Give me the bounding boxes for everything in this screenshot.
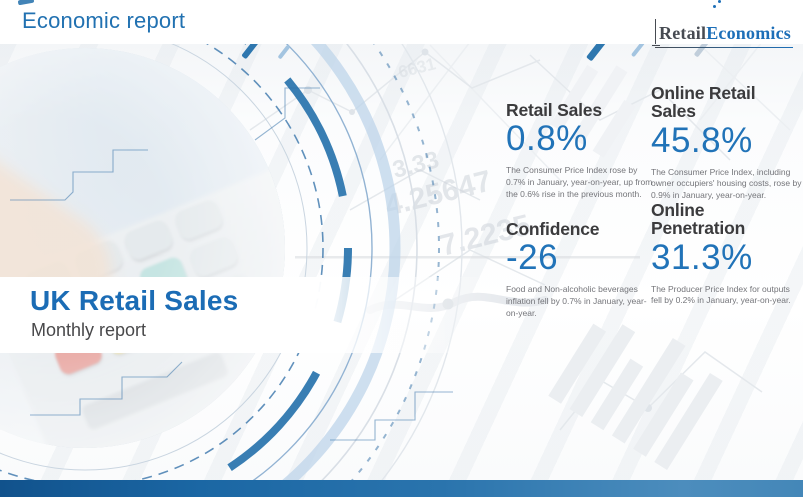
bar-chart-ghost — [550, 64, 636, 158]
photo-white-wash — [0, 48, 285, 448]
stat-value: 45.8% — [651, 120, 753, 160]
title-band: UK Retail Sales Monthly report — [0, 277, 505, 353]
logo-text-economics: Economics — [706, 23, 791, 43]
retail-economics-logo: Retail Economics — [652, 5, 793, 48]
report-title: UK Retail Sales — [30, 285, 239, 316]
report-subtitle: Monthly report — [31, 320, 147, 340]
logo-dots — [712, 5, 716, 8]
stat-description: Food and Non-alcoholic beverages inflati… — [506, 284, 647, 318]
logo-text-retail: Retail — [659, 23, 707, 43]
stat-description: The Producer Price Index for outputs fel… — [651, 283, 791, 306]
grid-lines — [379, 41, 791, 181]
stat-retail-sales: Retail Sales 0.8% The Consumer Price Ind… — [506, 101, 664, 201]
ring-arcs — [0, 0, 440, 497]
stat-label: Retail Sales — [506, 100, 602, 120]
stat-online-penetration: Online Penetration 31.3% The Producer Pr… — [651, 201, 803, 307]
circuit-lines — [10, 87, 453, 441]
stat-value: -26 — [506, 238, 559, 278]
card-machine-photo — [0, 48, 285, 448]
logo-underline — [654, 46, 793, 48]
stat-value: 0.8% — [506, 119, 588, 159]
photo-white-wash — [0, 48, 285, 448]
stat-description: The Consumer Price Index rose by 0.7% in… — [506, 165, 653, 199]
stat-label: Online Retail Sales — [651, 83, 756, 122]
stat-label: Online Penetration — [651, 200, 746, 239]
stat-online-retail-sales: Online Retail Sales 45.8% The Consumer P… — [651, 84, 803, 202]
logo-crosshair — [652, 19, 659, 46]
bar-chart-ghost — [548, 323, 723, 470]
header: Economic report — [0, 0, 803, 44]
stat-label: Confidence — [506, 219, 600, 239]
page-title: Economic report — [22, 8, 186, 33]
stat-description: The Consumer Price Index, including owne… — [651, 166, 802, 201]
stat-confidence: Confidence -26 Food and Non-alcoholic be… — [506, 220, 664, 320]
bottom-accent-bar — [0, 480, 803, 497]
stat-value: 31.3% — [651, 237, 753, 277]
faint-horizontal-line — [295, 256, 640, 259]
